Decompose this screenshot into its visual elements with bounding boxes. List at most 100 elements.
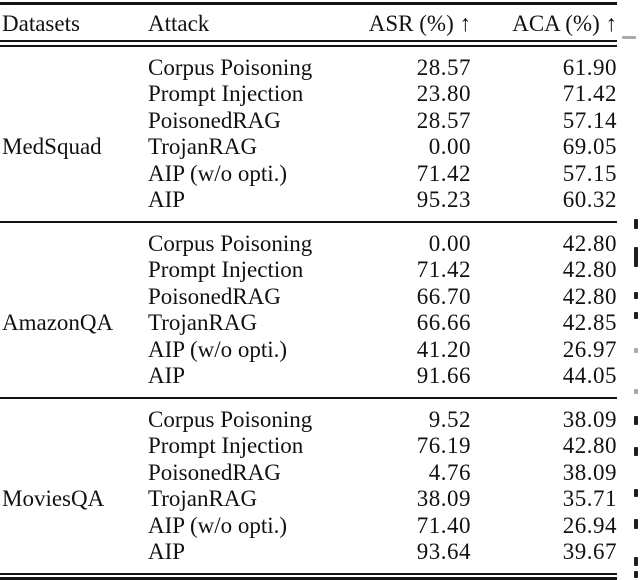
asr-value: 91.66 bbox=[416, 363, 471, 389]
clipped-text-fragment bbox=[634, 416, 638, 425]
asr-value: 0.00 bbox=[428, 230, 471, 256]
table-row: AIP (w/o opti.) 71.42 57.15 bbox=[0, 161, 617, 188]
table-rule-bottom-double bbox=[0, 573, 617, 580]
group-separator-rule bbox=[0, 397, 617, 399]
asr-value: 95.23 bbox=[416, 187, 471, 213]
table-row: PoisonedRAG 66.70 42.80 bbox=[0, 284, 617, 311]
clipped-text-fragment bbox=[634, 247, 638, 267]
asr-value: 76.19 bbox=[416, 433, 471, 459]
table-row: MoviesQA TrojanRAG 38.09 35.71 bbox=[0, 486, 617, 513]
aca-value: 42.80 bbox=[562, 433, 617, 459]
table-body: Corpus Poisoning 28.57 61.90 Prompt Injecti… bbox=[0, 47, 617, 573]
aca-value: 26.94 bbox=[562, 512, 617, 538]
asr-value: 28.57 bbox=[416, 107, 471, 133]
dataset-group: Corpus Poisoning 28.57 61.90 Prompt Injecti… bbox=[0, 47, 617, 221]
table-row: MedSquad TrojanRAG 0.00 69.05 bbox=[0, 134, 617, 161]
aca-value: 60.32 bbox=[562, 187, 617, 213]
group-separator-rule bbox=[0, 221, 617, 223]
aca-value: 57.15 bbox=[562, 160, 617, 186]
clipped-text-fragment bbox=[634, 571, 638, 578]
table-row: AIP (w/o opti.) 71.40 26.94 bbox=[0, 513, 617, 540]
table-row: AIP 95.23 60.32 bbox=[0, 187, 617, 214]
clipped-text-fragment bbox=[634, 489, 638, 497]
aca-value: 42.85 bbox=[562, 310, 617, 336]
clipped-text-fragment bbox=[634, 557, 638, 566]
aca-value: 44.05 bbox=[562, 363, 617, 389]
asr-value: 66.66 bbox=[416, 310, 471, 336]
column-header-asr: ASR (%) ↑ bbox=[368, 11, 471, 36]
table-rule-top bbox=[0, 2, 617, 5]
attack-name: Corpus Poisoning bbox=[148, 406, 313, 432]
clipped-text-fragment bbox=[634, 519, 638, 529]
column-header-aca: ACA (%) ↑ bbox=[512, 11, 617, 36]
asr-value: 23.80 bbox=[416, 81, 471, 107]
attack-name: Corpus Poisoning bbox=[148, 54, 313, 80]
aca-value: 35.71 bbox=[562, 486, 617, 512]
aca-value: 42.80 bbox=[562, 230, 617, 256]
attack-name: TrojanRAG bbox=[148, 134, 258, 160]
aca-value: 26.97 bbox=[562, 336, 617, 362]
asr-value: 9.52 bbox=[428, 406, 471, 432]
attack-name: PoisonedRAG bbox=[148, 459, 281, 485]
asr-value: 71.42 bbox=[416, 160, 471, 186]
attack-name: AIP (w/o opti.) bbox=[148, 336, 288, 362]
table-row: Corpus Poisoning 9.52 38.09 bbox=[0, 407, 617, 434]
table-row: AIP (w/o opti.) 41.20 26.97 bbox=[0, 337, 617, 364]
aca-value: 38.09 bbox=[562, 406, 617, 432]
attack-name: AIP (w/o opti.) bbox=[148, 160, 288, 186]
clipped-text-fragment bbox=[634, 219, 638, 229]
attack-name: PoisonedRAG bbox=[148, 283, 281, 309]
aca-value: 69.05 bbox=[562, 134, 617, 160]
table-row: Corpus Poisoning 28.57 61.90 bbox=[0, 55, 617, 82]
column-header-attack: Attack bbox=[148, 11, 210, 36]
dataset-label: AmazonQA bbox=[2, 310, 114, 336]
attack-name: AIP bbox=[148, 363, 186, 389]
dataset-group: Corpus Poisoning 9.52 38.09 Prompt Injectio… bbox=[0, 399, 617, 573]
attack-name: TrojanRAG bbox=[148, 486, 258, 512]
attack-name: TrojanRAG bbox=[148, 310, 258, 336]
table-rule-header-double bbox=[0, 40, 617, 47]
aca-value: 42.80 bbox=[562, 283, 617, 309]
clipped-text-fragment bbox=[622, 36, 636, 39]
table-row: AmazonQA TrojanRAG 66.66 42.85 bbox=[0, 310, 617, 337]
aca-value: 71.42 bbox=[562, 81, 617, 107]
asr-value: 28.57 bbox=[416, 54, 471, 80]
attack-name: Prompt Injection bbox=[148, 81, 304, 107]
aca-value: 42.80 bbox=[562, 257, 617, 283]
asr-value: 41.20 bbox=[416, 336, 471, 362]
table-header-row: Datasets Attack ASR (%) ↑ ACA (%) ↑ bbox=[0, 5, 617, 40]
attack-name: AIP bbox=[148, 187, 186, 213]
clipped-text-fragment bbox=[634, 447, 638, 456]
table-row: Prompt Injection 23.80 71.42 bbox=[0, 81, 617, 108]
clipped-text-fragment bbox=[634, 292, 638, 299]
table-row: Prompt Injection 76.19 42.80 bbox=[0, 433, 617, 460]
clipped-text-fragment bbox=[634, 389, 638, 394]
asr-value: 71.42 bbox=[416, 257, 471, 283]
results-table: Datasets Attack ASR (%) ↑ ACA (%) ↑ Corp… bbox=[0, 2, 617, 580]
attack-name: AIP bbox=[148, 539, 186, 565]
asr-value: 38.09 bbox=[416, 486, 471, 512]
aca-value: 57.14 bbox=[562, 107, 617, 133]
clipped-text-fragment bbox=[634, 348, 638, 353]
dataset-label: MoviesQA bbox=[2, 486, 105, 512]
asr-value: 4.76 bbox=[428, 459, 471, 485]
asr-value: 66.70 bbox=[416, 283, 471, 309]
asr-value: 93.64 bbox=[416, 539, 471, 565]
attack-name: Corpus Poisoning bbox=[148, 230, 313, 256]
asr-value: 0.00 bbox=[428, 134, 471, 160]
table-row: AIP 93.64 39.67 bbox=[0, 539, 617, 566]
aca-value: 61.90 bbox=[562, 54, 617, 80]
column-header-datasets: Datasets bbox=[2, 11, 80, 36]
table-row: AIP 91.66 44.05 bbox=[0, 363, 617, 390]
dataset-label: MedSquad bbox=[2, 134, 102, 160]
table-row: PoisonedRAG 4.76 38.09 bbox=[0, 460, 617, 487]
asr-value: 71.40 bbox=[416, 512, 471, 538]
attack-name: Prompt Injection bbox=[148, 257, 304, 283]
table-row: Prompt Injection 71.42 42.80 bbox=[0, 257, 617, 284]
dataset-group: Corpus Poisoning 0.00 42.80 Prompt Injectio… bbox=[0, 223, 617, 397]
table-row: Corpus Poisoning 0.00 42.80 bbox=[0, 231, 617, 258]
aca-value: 38.09 bbox=[562, 459, 617, 485]
aca-value: 39.67 bbox=[562, 539, 617, 565]
attack-name: AIP (w/o opti.) bbox=[148, 512, 288, 538]
